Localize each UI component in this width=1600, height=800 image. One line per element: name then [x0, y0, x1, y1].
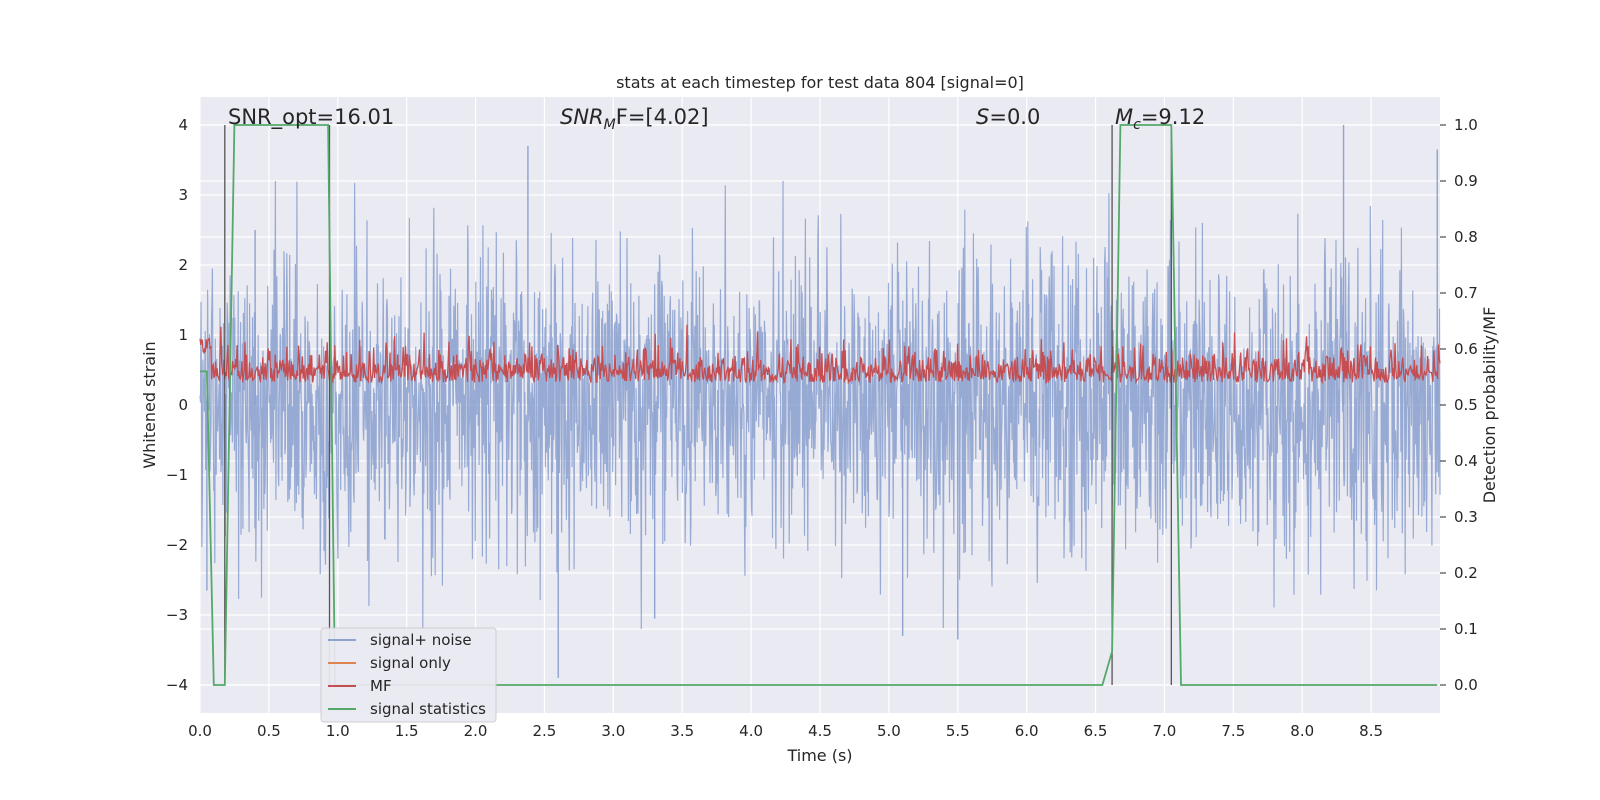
x-tick-label: 5.5 — [946, 722, 970, 740]
y-right-tick-label: 0.5 — [1454, 396, 1478, 414]
legend-label-signal-statistics: signal statistics — [370, 700, 486, 718]
x-tick-label: 8.5 — [1359, 722, 1383, 740]
y-right-tick-label: 0.8 — [1454, 228, 1478, 246]
x-tick-label: 1.5 — [395, 722, 419, 740]
annotation-s-stat: S=0.0 — [976, 105, 1040, 129]
y-tick-label: 3 — [178, 186, 188, 204]
tick-labels: 0.0 0.5 1.0 1.5 2.0 2.5 3.0 3.5 4.0 4.5 5.0 5.5 6.0 6… — [166, 116, 1478, 740]
y-right-tick-label: 0.3 — [1454, 508, 1478, 526]
x-axis-label: Time (s) — [786, 746, 852, 765]
annotation-snr-mf-sub: M — [604, 117, 616, 133]
y-right-tick-label: 0.1 — [1454, 620, 1478, 638]
x-tick-label: 0.0 — [188, 722, 212, 740]
annotation-snr-mf-rest: F=[4.02] — [616, 105, 709, 129]
y-axis-right-label: Detection probability/MF — [1480, 307, 1499, 504]
x-tick-label: 3.5 — [670, 722, 694, 740]
y-tick-label: 0 — [178, 396, 188, 414]
x-tick-label: 1.0 — [326, 722, 350, 740]
annotation-mc-rest: =9.12 — [1141, 105, 1205, 129]
legend-frame — [320, 627, 497, 723]
y-right-tick-label: 0.6 — [1454, 340, 1478, 358]
y-right-tick-label: 0.0 — [1454, 676, 1478, 694]
annotation-snr-mf: SNRMF=[4.02] — [560, 105, 709, 133]
legend-label-signal-noise: signal+ noise — [370, 631, 472, 649]
annotation-mc-base: M — [1115, 105, 1133, 129]
y-tick-label: −3 — [166, 606, 188, 624]
y-right-tick-label: 0.7 — [1454, 284, 1478, 302]
y-tick-label: −4 — [166, 676, 188, 694]
legend-label-signal-only: signal only — [370, 654, 451, 672]
y-tick-label: 2 — [178, 256, 188, 274]
legend: signal+ noise signal only MF signal stat… — [320, 627, 497, 723]
x-tick-label: 3.0 — [601, 722, 625, 740]
y-axis-label: Whitened strain — [140, 341, 159, 468]
y-tick-label: 4 — [178, 116, 188, 134]
x-tick-label: 7.5 — [1221, 722, 1245, 740]
x-tick-label: 0.5 — [257, 722, 281, 740]
y-right-tick-label: 0.4 — [1454, 452, 1478, 470]
x-tick-label: 6.0 — [1015, 722, 1039, 740]
x-tick-label: 5.0 — [877, 722, 901, 740]
x-tick-label: 4.0 — [739, 722, 763, 740]
mf-line — [199, 324, 1441, 385]
y-right-tick-label: 1.0 — [1454, 116, 1478, 134]
annotation-s-stat-base: S — [976, 105, 989, 129]
annotation-s-stat-rest: =0.0 — [989, 105, 1040, 129]
y-tick-label: −2 — [166, 536, 188, 554]
annotation-mc: Mc=9.12 — [1115, 105, 1205, 133]
x-tick-label: 2.5 — [533, 722, 557, 740]
annotation-mc-sub: c — [1133, 117, 1141, 133]
series-mf — [199, 324, 1441, 385]
x-tick-label: 6.5 — [1084, 722, 1108, 740]
x-tick-label: 8.0 — [1290, 722, 1314, 740]
x-tick-label: 7.0 — [1153, 722, 1177, 740]
y-tick-label: −1 — [166, 466, 188, 484]
y-right-tick-label: 0.2 — [1454, 564, 1478, 582]
annotation-snr-mf-base: SNR — [560, 105, 604, 129]
y-tick-label: 1 — [178, 326, 188, 344]
y-right-tick-label: 0.9 — [1454, 172, 1478, 190]
legend-label-mf: MF — [370, 677, 392, 695]
x-tick-label: 2.0 — [464, 722, 488, 740]
chart-title: stats at each timestep for test data 804… — [616, 73, 1024, 92]
annotation-snr-opt: SNR_opt=16.01 — [228, 105, 394, 130]
x-tick-label: 4.5 — [808, 722, 832, 740]
